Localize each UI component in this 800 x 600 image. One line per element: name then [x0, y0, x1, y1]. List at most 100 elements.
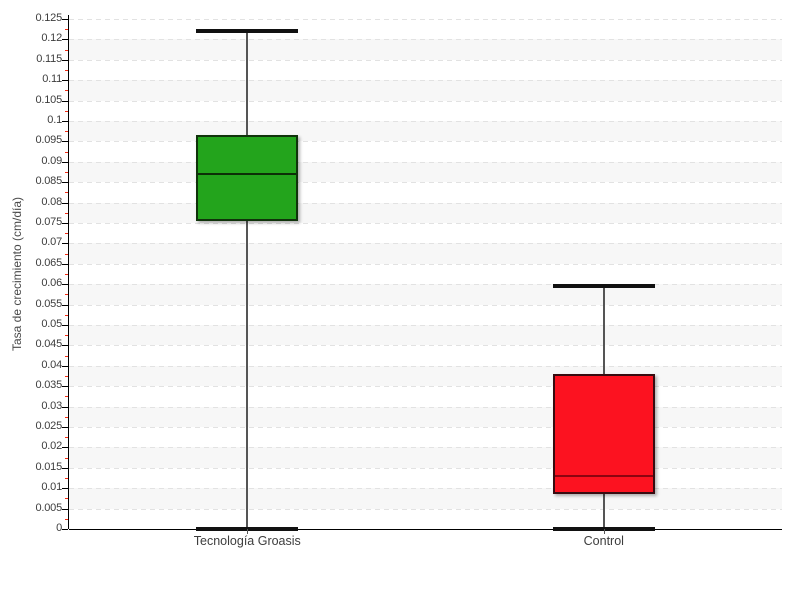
plot-band [69, 80, 782, 101]
y-minor-tick [65, 498, 68, 500]
plot-band [69, 406, 782, 427]
plot-band [69, 427, 782, 448]
plot-band [69, 182, 782, 203]
y-minor-tick [65, 457, 68, 459]
y-major-tick [62, 345, 68, 347]
y-tick-label: 0.085 [35, 175, 62, 188]
plot-band [69, 488, 782, 509]
y-major-tick [62, 467, 68, 469]
gridline [69, 488, 782, 490]
gridline [69, 304, 782, 306]
box-median-line [198, 173, 297, 175]
gridline [69, 345, 782, 347]
y-minor-tick [65, 416, 68, 418]
y-tick-label: 0.03 [41, 399, 62, 412]
y-major-tick [62, 59, 68, 61]
gridline [69, 182, 782, 184]
box-whisker [246, 31, 249, 529]
plot-band [69, 161, 782, 183]
y-tick-label: 0.02 [41, 440, 62, 453]
y-tick-label: 0.1 [47, 114, 62, 126]
y-tick-label: 0.045 [35, 338, 62, 351]
y-tick-label: 0.08 [41, 195, 62, 208]
plot-band [69, 447, 782, 468]
y-major-tick [62, 100, 68, 102]
x-category-label: Tecnología Groasis [193, 534, 301, 548]
y-major-tick [62, 121, 68, 122]
y-minor-tick [65, 192, 68, 194]
gridline [69, 508, 782, 510]
y-major-tick [62, 284, 68, 286]
y-major-tick [62, 488, 68, 490]
y-major-tick [62, 447, 68, 449]
plot-band [69, 508, 782, 529]
gridline [69, 243, 782, 245]
gridline [69, 59, 782, 61]
plot-band [69, 284, 782, 305]
plot-band [69, 141, 782, 162]
y-tick-label: 0.065 [35, 256, 62, 269]
y-minor-tick [65, 376, 68, 377]
gridline [69, 121, 782, 122]
y-tick-label: 0.09 [41, 154, 62, 167]
gridline [69, 386, 782, 388]
plot-band [69, 202, 782, 223]
plot-band [69, 19, 782, 40]
whisker-cap-max [196, 29, 299, 34]
gridline [69, 447, 782, 449]
plot-band [69, 325, 782, 346]
gridline [69, 467, 782, 469]
y-tick-label: 0.115 [36, 52, 62, 65]
y-tick-label: 0.005 [35, 501, 62, 514]
y-minor-tick [65, 294, 68, 296]
plot-band [69, 100, 782, 121]
y-tick-label: 0.105 [35, 93, 62, 106]
y-major-tick [62, 529, 68, 530]
plot-band [69, 345, 782, 366]
y-tick-label: 0.04 [41, 358, 62, 371]
y-minor-tick [65, 253, 68, 255]
y-major-tick [62, 365, 68, 367]
plot-band [69, 365, 782, 387]
y-tick-label: 0 [56, 522, 62, 534]
gridline [69, 427, 782, 428]
gridline [69, 223, 782, 224]
plot-band [69, 467, 782, 489]
gridline [69, 202, 782, 204]
y-minor-tick [65, 518, 68, 520]
y-major-tick [62, 182, 68, 184]
plot-band [69, 243, 782, 264]
box-iqr [196, 135, 299, 221]
y-minor-tick [65, 274, 68, 275]
plot-area [69, 19, 782, 529]
y-major-tick [62, 304, 68, 306]
gridline [69, 141, 782, 143]
y-minor-tick [65, 437, 68, 439]
y-tick-label: 0.05 [41, 318, 62, 330]
gridline [69, 365, 782, 367]
gridline [69, 80, 782, 82]
y-tick-label: 0.12 [41, 32, 62, 45]
y-minor-tick [65, 131, 68, 133]
y-tick-label: 0.01 [41, 481, 62, 494]
y-tick-label: 0.075 [35, 216, 62, 228]
x-category-tick [247, 529, 249, 534]
y-major-tick [62, 80, 68, 82]
box-iqr [552, 374, 655, 495]
y-minor-tick [65, 233, 68, 235]
gridline [69, 263, 782, 265]
y-tick-label: 0.025 [35, 420, 62, 432]
y-tick-label: 0.035 [35, 379, 62, 392]
gridline [69, 325, 782, 326]
y-minor-tick [65, 29, 68, 31]
y-major-tick [62, 508, 68, 510]
y-minor-tick [65, 478, 68, 479]
x-category-label: Control [583, 534, 624, 548]
plot-band [69, 386, 782, 407]
gridline [69, 100, 782, 102]
y-major-tick [62, 202, 68, 204]
gridline [69, 284, 782, 286]
x-category-tick [603, 529, 605, 534]
y-tick-label: 0.11 [42, 73, 62, 86]
